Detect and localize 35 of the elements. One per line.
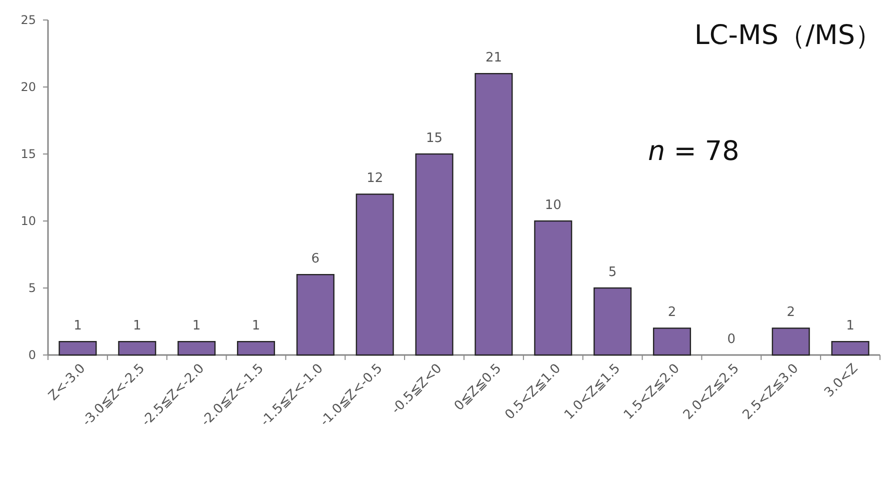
y-tick-label: 25 <box>20 13 36 27</box>
bar <box>58 341 97 356</box>
bar <box>118 341 156 356</box>
data-label: 5 <box>608 265 617 280</box>
bar <box>236 341 276 356</box>
bar <box>356 194 394 356</box>
data-label: 0 <box>727 332 736 347</box>
bar <box>594 287 632 356</box>
y-tick-label: 0 <box>28 348 36 362</box>
annotation: n = 78 <box>648 136 740 167</box>
chart-title: LC-MS（/MS） <box>694 20 882 51</box>
data-label: 1 <box>133 318 142 334</box>
data-label: 10 <box>544 198 562 213</box>
bar <box>178 341 216 356</box>
bar <box>474 73 513 356</box>
y-tick-label: 20 <box>20 80 36 94</box>
data-label: 21 <box>485 50 502 66</box>
bar <box>831 341 870 356</box>
data-label: 1 <box>192 318 201 334</box>
data-label: 2 <box>786 305 795 320</box>
data-label: 15 <box>426 131 443 146</box>
data-label: 6 <box>311 252 320 267</box>
data-label: 12 <box>366 171 384 186</box>
data-label: 1 <box>846 318 854 334</box>
bar <box>652 328 692 356</box>
bar <box>296 274 334 356</box>
data-label: 1 <box>74 318 82 334</box>
bar <box>415 153 454 356</box>
y-tick-label: 15 <box>20 147 36 161</box>
y-tick-label: 5 <box>28 281 36 295</box>
data-label: 2 <box>668 305 676 320</box>
bar <box>534 220 572 356</box>
y-tick-label: 10 <box>20 214 36 228</box>
data-label: 1 <box>252 318 260 334</box>
bar <box>772 328 810 356</box>
